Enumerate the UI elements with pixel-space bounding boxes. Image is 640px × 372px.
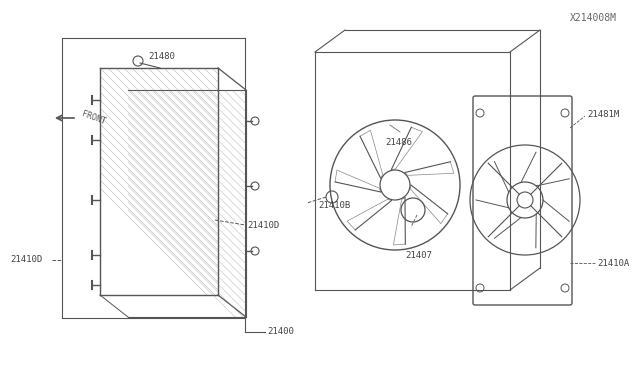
Text: 21400: 21400 [267,327,294,337]
Text: 21410D: 21410D [10,256,42,264]
Text: 21407: 21407 [405,250,432,260]
Text: 21480: 21480 [148,51,175,61]
Text: FRONT: FRONT [80,109,107,126]
Text: 21410B: 21410B [318,201,350,209]
Text: 21410D: 21410D [247,221,279,230]
Text: 21481M: 21481M [587,109,620,119]
Text: 21486: 21486 [385,138,412,147]
Text: 21410A: 21410A [597,259,629,267]
Text: X214008M: X214008M [570,13,617,23]
